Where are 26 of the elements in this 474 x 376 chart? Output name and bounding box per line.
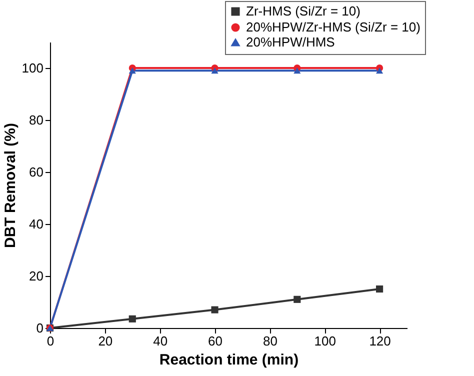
point bbox=[211, 306, 218, 314]
point bbox=[376, 68, 384, 74]
point bbox=[128, 315, 136, 322]
legend-label: 20%HPW/HMS bbox=[246, 34, 336, 50]
x-tick-label: 40 bbox=[153, 334, 168, 348]
y-tick-label: 60 bbox=[29, 164, 44, 180]
point bbox=[128, 68, 136, 74]
y-axis-title: DBT Removal (%) bbox=[2, 122, 19, 248]
point bbox=[376, 285, 384, 293]
point bbox=[211, 68, 218, 74]
y-tick-label: 0 bbox=[36, 320, 44, 336]
x-tick-label: 60 bbox=[208, 334, 223, 348]
legend-label: 20%HPW/Zr-HMS (Si/Zr = 10) bbox=[246, 20, 420, 34]
x-tick-label: 80 bbox=[262, 334, 278, 348]
x-tick-label: 0 bbox=[46, 334, 54, 348]
x-axis-title: Reaction time (min) bbox=[159, 352, 299, 368]
point bbox=[294, 68, 301, 74]
y-tick-label: 80 bbox=[29, 112, 44, 128]
y-tick-label: 20 bbox=[29, 268, 44, 284]
y-tick-label: 100 bbox=[22, 60, 44, 76]
x-tick-label: 120 bbox=[369, 334, 391, 348]
x-tick-label: 100 bbox=[314, 334, 336, 348]
point bbox=[294, 296, 301, 303]
y-tick-label: 40 bbox=[29, 216, 44, 232]
x-tick-label: 20 bbox=[98, 334, 113, 348]
legend-label: Zr-HMS (Si/Zr = 10) bbox=[246, 4, 360, 18]
